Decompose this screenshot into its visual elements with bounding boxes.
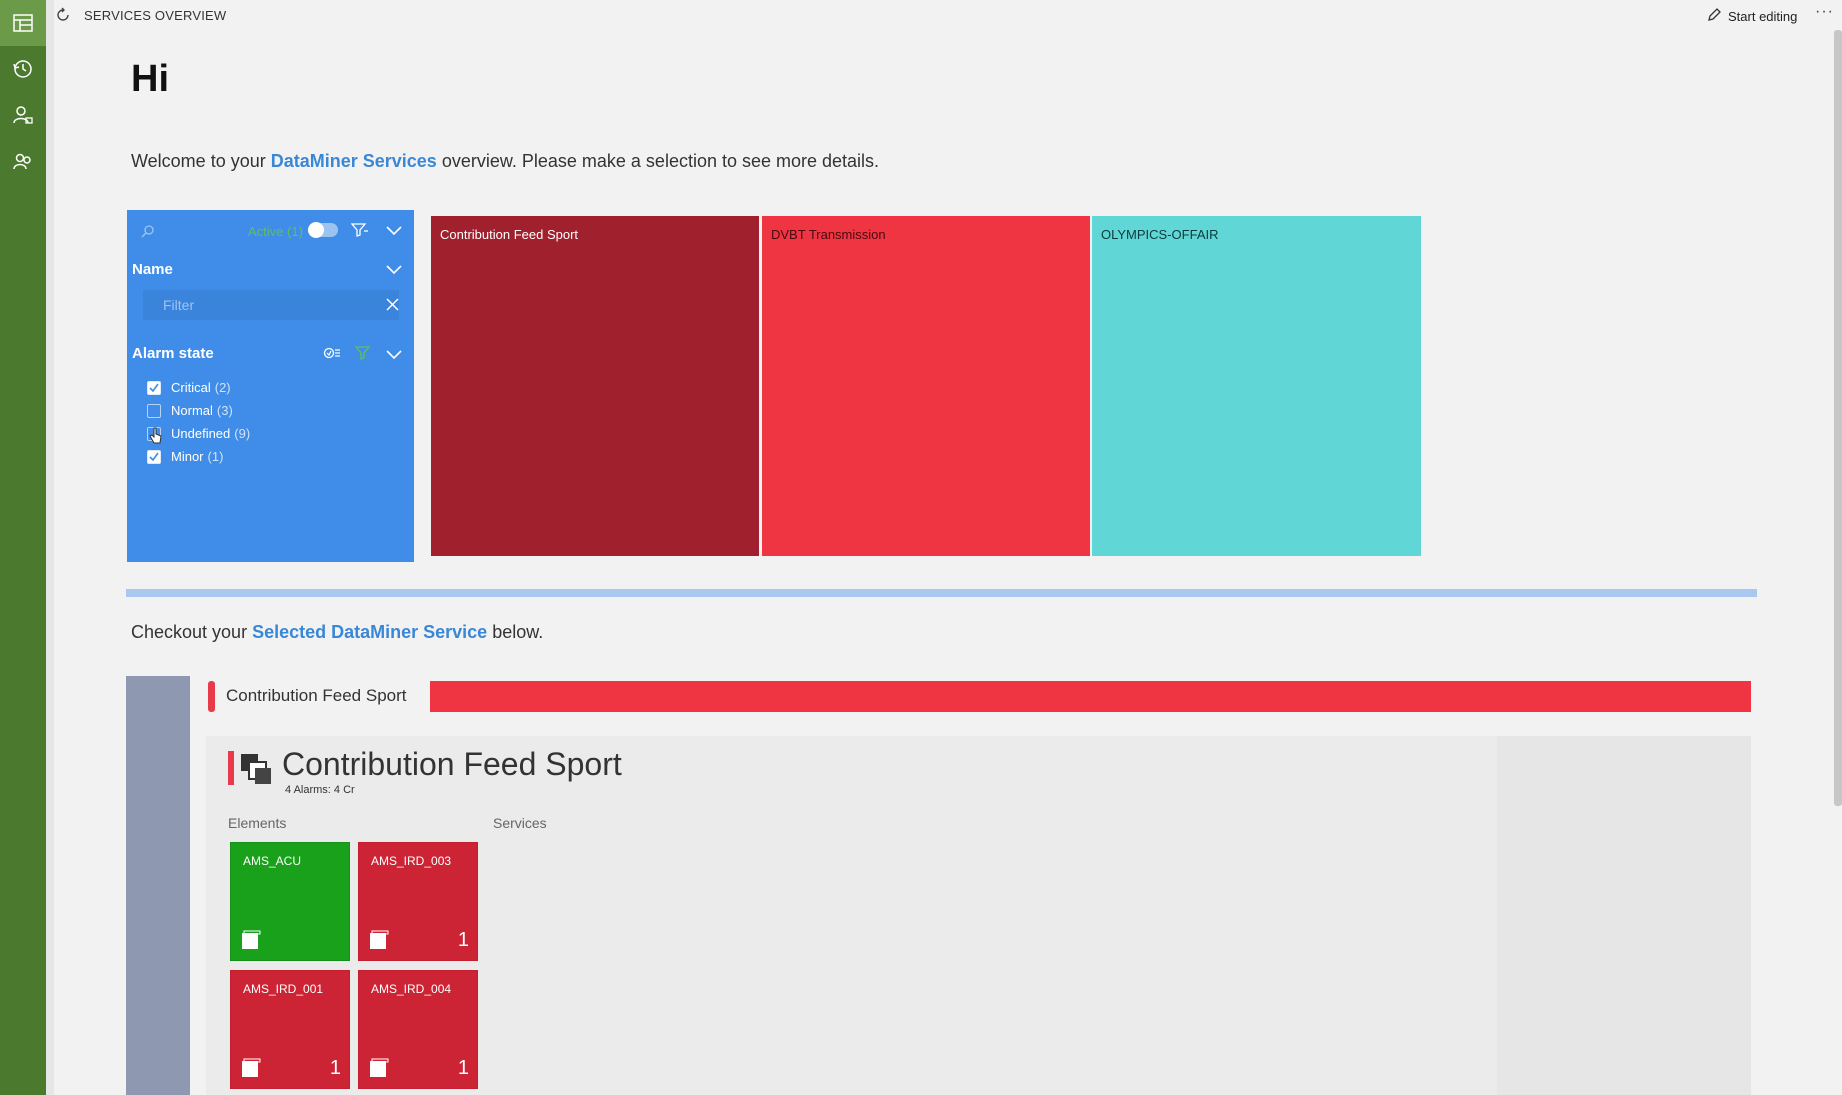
service-tile-name: OLYMPICS-OFFAIR: [1101, 227, 1219, 242]
checkbox-minor[interactable]: [147, 449, 161, 464]
name-header: Name: [132, 261, 173, 278]
option-count: (2): [214, 380, 231, 395]
select-all-icon[interactable]: [323, 346, 341, 365]
more-options-icon[interactable]: ···: [1815, 3, 1834, 20]
filter-panel: Active (1) Name Alarm state Critical (2)…: [127, 210, 414, 562]
chevron-down-icon[interactable]: [386, 223, 402, 241]
checkout-suffix: below.: [487, 622, 544, 642]
active-filter-label: Active (1): [248, 224, 303, 239]
detail-side-panel: [1497, 736, 1751, 1095]
alarm-option-minor[interactable]: Minor (1): [147, 449, 223, 464]
search-icon[interactable]: [141, 224, 155, 243]
severity-marker: [208, 681, 215, 712]
checkbox-critical[interactable]: [147, 380, 161, 395]
element-name: AMS_IRD_004: [371, 982, 452, 996]
element-icon: [369, 930, 389, 950]
rail-divider: [46, 0, 54, 1095]
option-label: Critical: [171, 380, 211, 395]
checkbox-normal[interactable]: [147, 403, 161, 418]
alarm-option-normal[interactable]: Normal (3): [147, 403, 233, 418]
name-filter-input[interactable]: [143, 290, 399, 320]
service-tile-dvbt-transmission[interactable]: DVBT Transmission: [762, 216, 1090, 556]
mouse-cursor-icon: [149, 427, 163, 450]
element-tile-ams-ird-001[interactable]: AMS_IRD_001 1: [230, 970, 350, 1089]
section-separator: [126, 589, 1757, 597]
service-icon: [240, 753, 272, 785]
service-tile-contribution-feed-sport[interactable]: Contribution Feed Sport: [431, 216, 759, 556]
service-tile-name: DVBT Transmission: [771, 227, 886, 242]
start-editing-button[interactable]: Start editing: [1706, 6, 1797, 26]
alarm-filter-icon[interactable]: [354, 345, 373, 366]
element-tile-ams-acu[interactable]: AMS_ACU: [230, 842, 350, 961]
option-label: Minor: [171, 449, 204, 464]
alarm-summary: 4 Alarms: 4 Cr: [285, 784, 355, 796]
element-tile-ams-ird-004[interactable]: AMS_IRD_004 1: [358, 970, 478, 1089]
nav-history-icon[interactable]: [0, 46, 46, 92]
top-bar: [54, 0, 1842, 30]
element-name: AMS_ACU: [243, 854, 302, 868]
element-alarm-count: 1: [457, 929, 469, 951]
service-status-bar[interactable]: [430, 681, 1751, 712]
page-header-title: SERVICES OVERVIEW: [84, 8, 227, 23]
nav-user-lock-icon[interactable]: [0, 92, 46, 138]
page-title: Hi: [131, 58, 169, 100]
name-chevron-down-icon[interactable]: [386, 262, 402, 280]
option-count: (3): [216, 403, 233, 418]
alarm-option-critical[interactable]: Critical (2): [147, 380, 231, 395]
welcome-link: DataMiner Services: [270, 151, 437, 171]
vertical-scrollbar[interactable]: [1834, 30, 1842, 806]
service-detail-title: Contribution Feed Sport: [282, 746, 622, 782]
checkout-prefix: Checkout your: [131, 622, 253, 642]
start-editing-label: Start editing: [1728, 8, 1798, 24]
alarm-chevron-down-icon[interactable]: [386, 347, 402, 365]
element-name: AMS_IRD_003: [371, 854, 452, 868]
element-tile-ams-ird-003[interactable]: AMS_IRD_003 1: [358, 842, 478, 961]
option-label: Undefined: [171, 426, 231, 441]
services-label: Services: [493, 815, 547, 831]
clear-filter-icon[interactable]: [386, 298, 399, 316]
nav-dashboard-icon[interactable]: [0, 0, 46, 46]
service-tile-name: Contribution Feed Sport: [440, 227, 579, 242]
element-alarm-count: 1: [457, 1057, 469, 1079]
pencil-icon: [1706, 7, 1722, 26]
element-alarm-count: 1: [329, 1057, 341, 1079]
element-name: AMS_IRD_001: [243, 982, 324, 996]
checkout-text: Checkout your Selected DataMiner Service…: [131, 622, 543, 643]
active-toggle[interactable]: [308, 222, 338, 238]
detail-side-strip: [126, 676, 190, 1095]
selected-service-name[interactable]: Contribution Feed Sport: [226, 686, 407, 705]
welcome-suffix: overview. Please make a selection to see…: [436, 151, 880, 171]
checkout-link: Selected DataMiner Service: [252, 622, 488, 642]
element-icon: [241, 1058, 261, 1078]
left-nav-rail: [0, 0, 46, 1095]
element-icon: [369, 1058, 389, 1078]
nav-users-icon[interactable]: [0, 138, 46, 184]
filter-icon[interactable]: [350, 222, 369, 243]
option-label: Normal: [171, 403, 213, 418]
element-icon: [241, 930, 261, 950]
welcome-text: Welcome to your DataMiner Services overv…: [131, 151, 879, 172]
option-count: (1): [207, 449, 224, 464]
refresh-icon[interactable]: [54, 6, 72, 24]
elements-label: Elements: [228, 815, 287, 831]
service-tile-olympics-offair[interactable]: OLYMPICS-OFFAIR: [1092, 216, 1421, 556]
alarm-state-header: Alarm state: [132, 345, 214, 362]
welcome-prefix: Welcome to your: [131, 151, 271, 171]
option-count: (9): [234, 426, 251, 441]
detail-severity-marker: [228, 751, 234, 785]
